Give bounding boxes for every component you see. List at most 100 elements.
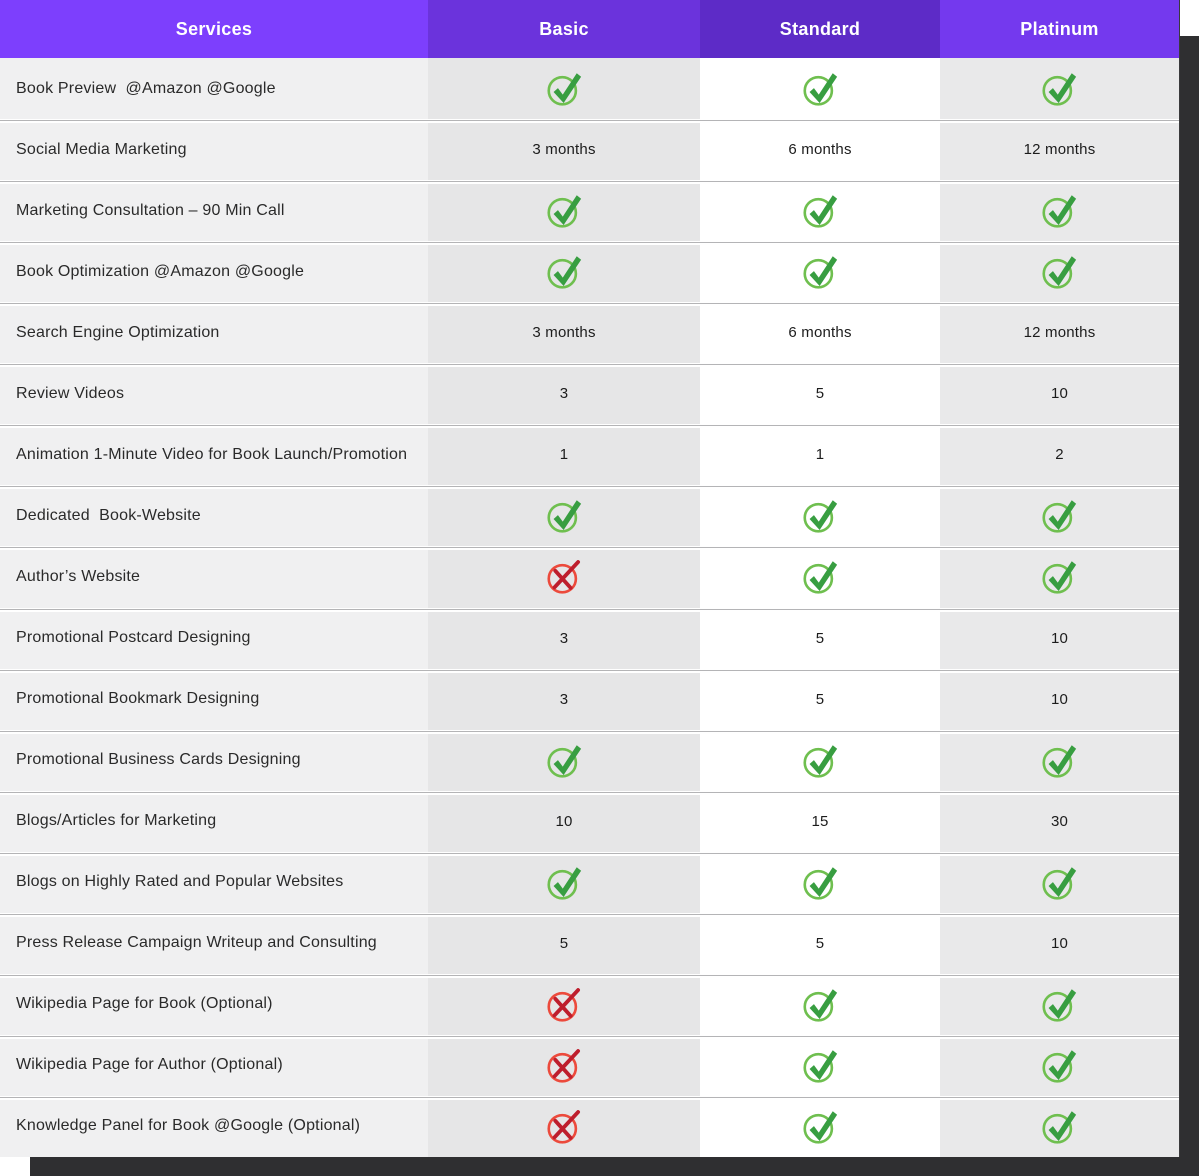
service-cell: Search Engine Optimization	[0, 302, 428, 364]
platinum-cell	[940, 485, 1179, 547]
standard-cell	[700, 973, 940, 1035]
service-label: Dedicated Book-Website	[16, 506, 201, 524]
check-icon	[802, 73, 837, 106]
table-row: Blogs on Highly Rated and Popular Websit…	[0, 851, 1179, 913]
column-header-standard: Standard	[700, 0, 940, 58]
table-row: Promotional Bookmark Designing 3 5 10	[0, 668, 1179, 730]
basic-value: 1	[559, 446, 569, 464]
platinum-cell	[940, 851, 1179, 913]
standard-cell	[700, 851, 940, 913]
service-label: Promotional Bookmark Designing	[16, 690, 260, 708]
platinum-cell: 10	[940, 363, 1179, 425]
standard-cell	[700, 58, 940, 120]
check-icon	[546, 500, 581, 533]
basic-cell: 1	[428, 424, 700, 486]
service-cell: Press Release Campaign Writeup and Consu…	[0, 912, 428, 974]
service-cell: Book Optimization @Amazon @Google	[0, 241, 428, 303]
platinum-cell	[940, 1034, 1179, 1096]
platinum-cell: 10	[940, 668, 1179, 730]
check-icon	[802, 1111, 837, 1144]
basic-cell	[428, 546, 700, 608]
standard-cell	[700, 546, 940, 608]
check-icon	[802, 744, 837, 778]
cross-icon	[546, 1110, 580, 1144]
service-cell: Author’s Website	[0, 546, 428, 608]
basic-cell: 3	[428, 363, 700, 425]
table-header-row: Services Basic Standard Platinum	[0, 0, 1179, 58]
basic-cell: 3	[428, 607, 700, 669]
check-icon	[1042, 195, 1077, 228]
check-icon	[802, 866, 837, 900]
check-icon	[1042, 866, 1077, 900]
basic-cell	[428, 485, 700, 547]
platinum-cell	[940, 241, 1179, 303]
platinum-value: 10	[1050, 629, 1069, 647]
standard-value: 5	[815, 934, 825, 952]
service-label: Blogs/Articles for Marketing	[16, 812, 217, 830]
service-label: Marketing Consultation – 90 Min Call	[16, 201, 285, 219]
basic-cell	[428, 241, 700, 303]
basic-value: 3 months	[532, 141, 596, 159]
service-cell: Dedicated Book-Website	[0, 485, 428, 547]
check-icon	[1042, 744, 1077, 778]
check-icon	[546, 866, 581, 900]
check-icon	[1042, 989, 1077, 1022]
platinum-cell	[940, 546, 1179, 608]
service-label: Knowledge Panel for Book @Google (Option…	[16, 1117, 361, 1135]
service-label: Book Optimization @Amazon @Google	[16, 262, 305, 280]
table-row: Social Media Marketing 3 months 6 months…	[0, 119, 1179, 181]
check-icon	[802, 500, 837, 533]
standard-value: 5	[815, 385, 825, 403]
service-cell: Animation 1-Minute Video for Book Launch…	[0, 424, 428, 486]
standard-cell: 5	[700, 363, 940, 425]
standard-cell	[700, 180, 940, 242]
table-row: Dedicated Book-Website	[0, 485, 1179, 547]
service-label: Search Engine Optimization	[16, 323, 220, 341]
service-label: Book Preview @Amazon @Google	[16, 79, 276, 97]
service-cell: Wikipedia Page for Author (Optional)	[0, 1034, 428, 1096]
check-icon	[546, 744, 581, 778]
check-icon	[1042, 1050, 1077, 1083]
platinum-cell	[940, 973, 1179, 1035]
basic-value: 5	[559, 934, 569, 952]
platinum-cell: 12 months	[940, 302, 1179, 364]
table-row: Author’s Website	[0, 546, 1179, 608]
platinum-cell	[940, 180, 1179, 242]
standard-cell: 6 months	[700, 302, 940, 364]
column-header-basic: Basic	[428, 0, 700, 58]
standard-value: 5	[815, 690, 825, 708]
table-row: Blogs/Articles for Marketing 10 15 30	[0, 790, 1179, 852]
service-cell: Blogs on Highly Rated and Popular Websit…	[0, 851, 428, 913]
platinum-value: 2	[1055, 446, 1064, 464]
platinum-value: 10	[1050, 385, 1069, 403]
table-row: Search Engine Optimization 3 months 6 mo…	[0, 302, 1179, 364]
column-header-services: Services	[0, 0, 428, 58]
service-label: Blogs on Highly Rated and Popular Websit…	[16, 873, 344, 891]
platinum-value: 12 months	[1023, 324, 1096, 342]
column-header-platinum: Platinum	[940, 0, 1179, 58]
table-row: Knowledge Panel for Book @Google (Option…	[0, 1095, 1179, 1157]
standard-value: 1	[815, 446, 825, 464]
standard-cell: 5	[700, 607, 940, 669]
standard-value: 6 months	[788, 324, 852, 342]
platinum-cell: 10	[940, 607, 1179, 669]
service-label: Press Release Campaign Writeup and Consu…	[16, 934, 377, 952]
check-icon	[1042, 561, 1077, 595]
standard-cell	[700, 729, 940, 791]
standard-value: 15	[811, 812, 829, 830]
check-icon	[546, 73, 581, 106]
basic-cell: 3 months	[428, 302, 700, 364]
cross-icon	[546, 987, 580, 1022]
basic-cell	[428, 180, 700, 242]
check-icon	[1042, 500, 1077, 533]
service-label: Animation 1-Minute Video for Book Launch…	[16, 445, 408, 463]
basic-cell: 5	[428, 912, 700, 974]
service-label: Promotional Postcard Designing	[16, 629, 251, 647]
basic-value: 3	[559, 629, 569, 647]
standard-value: 5	[815, 629, 825, 647]
platinum-cell	[940, 1095, 1179, 1157]
basic-cell: 10	[428, 790, 700, 852]
standard-cell	[700, 1034, 940, 1096]
check-icon	[802, 1050, 837, 1083]
